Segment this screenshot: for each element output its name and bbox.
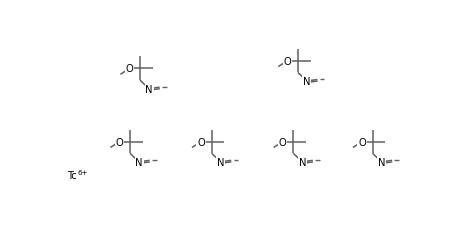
Text: O: O: [283, 56, 291, 66]
Text: Tc: Tc: [67, 170, 77, 180]
Text: N: N: [217, 157, 224, 167]
Text: O: O: [126, 64, 133, 74]
Text: O: O: [358, 137, 366, 147]
Text: N: N: [135, 157, 143, 167]
Text: O: O: [279, 137, 287, 147]
Text: O: O: [197, 137, 205, 147]
Text: O: O: [116, 137, 123, 147]
Text: N: N: [298, 157, 306, 167]
Text: N: N: [145, 84, 153, 94]
Text: N: N: [303, 77, 311, 87]
Text: 6+: 6+: [78, 169, 88, 175]
Text: N: N: [378, 157, 386, 167]
